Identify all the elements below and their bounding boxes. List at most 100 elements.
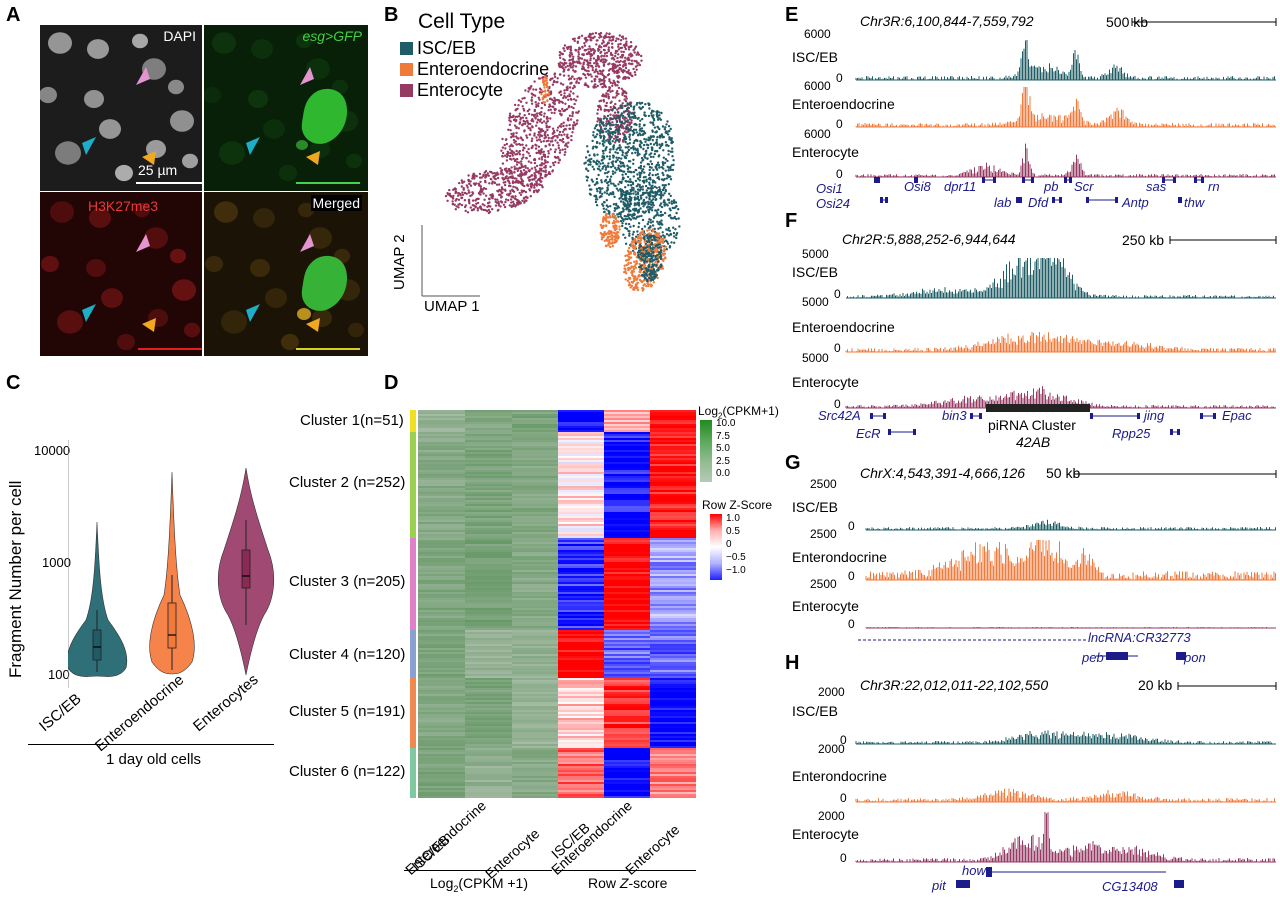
heat-cell-log [465,670,512,672]
heat-cell-log [512,620,559,622]
umap-point [615,187,619,190]
heat-cell-log [465,794,512,796]
umap-point [626,170,630,173]
heat-cell-log [418,706,465,708]
umap-point [617,231,620,234]
heat-cell-log [512,506,559,508]
heat-cell-log [418,458,465,460]
heat-cell-log [512,532,559,534]
umap-point [560,122,563,126]
umap-point [542,120,546,123]
umap-point [565,108,569,111]
gfp-cell [301,255,348,311]
legend1-tick: 0.0 [716,468,730,479]
heat-cell-z [604,616,650,618]
umap-point [660,219,663,222]
umap-point [587,51,590,54]
heat-cell-z [558,512,604,514]
umap-point [526,109,529,113]
umap-point [653,274,657,277]
umap-point [637,116,640,120]
umap-point [658,223,661,226]
umap-point [656,161,660,164]
umap-point [671,168,675,172]
umap-point [546,120,549,123]
umap-point [512,135,515,138]
umap-point [628,133,631,136]
umap-point [562,74,566,77]
heat-cell-log [512,660,559,662]
heat-cell-z [650,640,696,642]
umap-point [624,100,628,103]
umap-point [554,98,557,102]
heat-cell-z [650,480,696,482]
heat-cell-log [418,718,465,720]
umap-point [576,77,579,80]
heat-cell-z [558,410,604,412]
umap-point [527,152,530,155]
umap-point [636,183,640,186]
umap-point [503,183,507,187]
heat-cell-z [604,598,650,600]
umap-point [614,117,618,121]
heat-cell-z [558,548,604,550]
umap-point [649,187,652,190]
umap-point [624,236,627,239]
nucleus [298,202,314,218]
umap-point [649,190,653,193]
umap-point [574,99,578,102]
heat-cell-z [604,720,650,722]
umap-point [625,97,628,100]
umap-point [502,181,505,184]
umap-point [657,246,660,249]
heat-cell-z [650,706,696,708]
umap-point [558,101,561,104]
heat-cell-z [650,466,696,468]
heat-cell-log [512,684,559,686]
umap-point [480,176,483,179]
heat-cell-z [558,666,604,668]
umap-point [632,175,635,178]
umap-point [510,176,513,179]
umap-point [595,43,598,46]
heat-cell-log [418,632,465,634]
heat-cell-z [558,554,604,556]
umap-point [642,198,646,202]
umap-point [592,57,596,60]
umap-point [584,69,587,72]
umap-point [600,50,603,54]
row-e-isc: ISC/EB [792,49,838,65]
umap-point [597,64,600,68]
heat-cell-log [465,640,512,642]
heat-cell-z [650,780,696,782]
umap-point [632,106,635,109]
heat-cell-log [465,594,512,596]
heat-cell-log [512,476,559,478]
umap-plot [421,31,681,297]
heat-cell-log [418,550,465,552]
umap-point [602,64,606,67]
umap-point [465,192,468,195]
umap-point [638,101,641,105]
umap-point [654,248,657,251]
umap-point [573,39,576,43]
umap-point [639,194,642,197]
panel-letter-g: G [785,452,801,474]
heat-cell-log [512,722,559,724]
umap-point [627,106,630,110]
umap-point [460,203,464,207]
heat-cell-z [558,772,604,774]
umap-point [587,163,590,166]
heat-cell-log [418,554,465,556]
heat-cell-z [650,670,696,672]
umap-point [616,64,619,67]
heat-cell-log [418,530,465,532]
umap-point [556,77,559,80]
umap-point [550,111,553,115]
umap-point [660,244,664,248]
heat-cell-log [465,498,512,500]
heat-cell-log [512,762,559,764]
heat-cell-log [512,666,559,668]
heat-cell-z [604,786,650,788]
umap-point [508,112,512,115]
